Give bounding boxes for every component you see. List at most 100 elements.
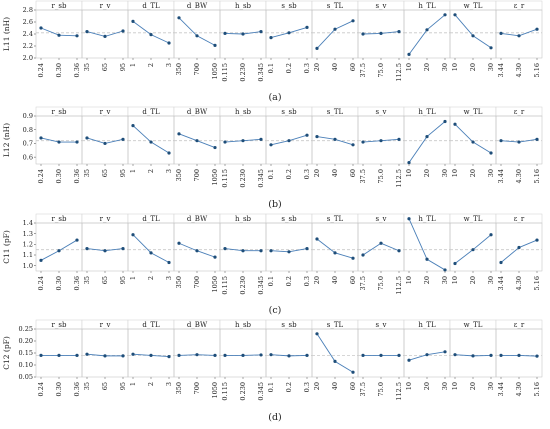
data-point [443,350,447,354]
data-point [57,33,61,37]
data-point [489,46,493,50]
x-tick-label: 20 [469,63,477,71]
x-tick-label: 0.24 [37,382,45,396]
chart-panel-0: L11 (nH) 2.0 2.2 2.4 2.6 2.8 r_sb 0.24 0.30 0.36 r… [2,0,543,103]
x-tick-label: 20 [313,63,321,71]
data-point [443,268,447,272]
data-point [259,30,263,34]
data-point [259,137,263,141]
x-tick-label: 20 [423,169,431,177]
data-point [305,247,309,251]
x-tick-label: 0.115 [221,169,229,188]
y-tick-label: 0.05 [19,373,33,381]
x-tick-label: 0.36 [73,63,81,77]
data-point [489,353,493,357]
data-point [39,258,43,262]
facet-label: ε_r [514,108,525,116]
y-tick-label: 1.0 [23,262,33,270]
x-tick-label: 700 [193,63,201,75]
data-point [333,251,337,255]
x-tick-label: 20 [469,276,477,284]
facet-frame [449,222,497,272]
data-point [425,257,429,261]
data-point [471,354,475,358]
facet-label: d_BW [187,215,208,223]
x-tick-label: 4.30 [515,382,523,396]
data-point [57,353,61,357]
x-tick-label: 3 [165,382,173,386]
series-line [316,333,354,373]
data-point [85,30,89,34]
data-point [361,253,365,257]
data-point [131,124,135,128]
data-point [407,217,411,221]
x-tick-label: 20 [423,276,431,284]
facet-label: ε_r [514,215,525,223]
facet-frame [127,328,175,378]
data-point [131,352,135,356]
x-tick-label: 40 [331,169,339,177]
x-tick-label: 0.36 [73,382,81,396]
data-point [195,249,199,253]
x-tick-label: 0.115 [221,276,229,295]
data-point [351,143,355,147]
facet-frame [265,328,313,378]
data-point [499,139,503,143]
y-tick-label: 2.2 [23,42,33,50]
data-point [333,137,337,141]
facet-label: s_TL [327,108,344,116]
x-tick-label: 40 [331,382,339,390]
data-point [333,359,337,363]
data-point [489,233,493,237]
data-point [39,26,43,30]
x-tick-label: 10 [451,169,459,177]
x-tick-label: 5.16 [533,382,541,396]
x-tick-label: 112.5 [395,63,403,82]
facet-label: r_v [100,321,111,329]
data-point [85,352,89,356]
data-point [305,353,309,357]
data-point [241,249,245,253]
facet-label: s_v [375,321,386,329]
facet-label: h_sb [235,321,252,329]
facet-frame [219,222,267,272]
data-point [121,29,125,33]
facet-label: w_TL [464,321,483,329]
x-tick-label: 2 [147,276,155,280]
facet-label: w_TL [464,108,483,116]
data-point [351,256,355,260]
series-line [408,121,446,163]
x-tick-label: 3.44 [497,63,505,77]
facet-label: s_sb [281,215,297,223]
data-point [57,140,61,144]
x-tick-label: 0.115 [221,63,229,82]
facet-label: r_sb [52,2,67,10]
data-point [351,370,355,374]
x-tick-label: 95 [119,382,127,390]
x-tick-label: 35 [83,63,91,71]
data-point [535,354,539,358]
facet-label: h_TL [418,321,436,329]
data-point [177,132,181,136]
facet-label: s_sb [281,321,297,329]
x-tick-label: 0.30 [55,382,63,396]
data-point [407,358,411,362]
x-tick-label: 4.30 [515,276,523,290]
facet-frame [265,222,313,272]
x-tick-label: 60 [349,276,357,284]
x-tick-label: 10 [405,276,413,284]
x-tick-label: 20 [313,382,321,390]
x-tick-label: 0.230 [239,169,247,188]
data-point [177,353,181,357]
x-tick-label: 0.30 [55,169,63,183]
x-tick-label: 95 [119,63,127,71]
x-tick-label: 5.16 [533,276,541,290]
x-tick-label: 20 [423,63,431,71]
facet-label: w_TL [464,215,483,223]
x-tick-label: 10 [451,276,459,284]
x-tick-label: 3 [165,276,173,280]
series-line [408,14,446,55]
x-tick-label: 0.36 [73,169,81,183]
x-tick-label: 30 [487,276,495,284]
facet-label: ε_r [514,321,525,329]
